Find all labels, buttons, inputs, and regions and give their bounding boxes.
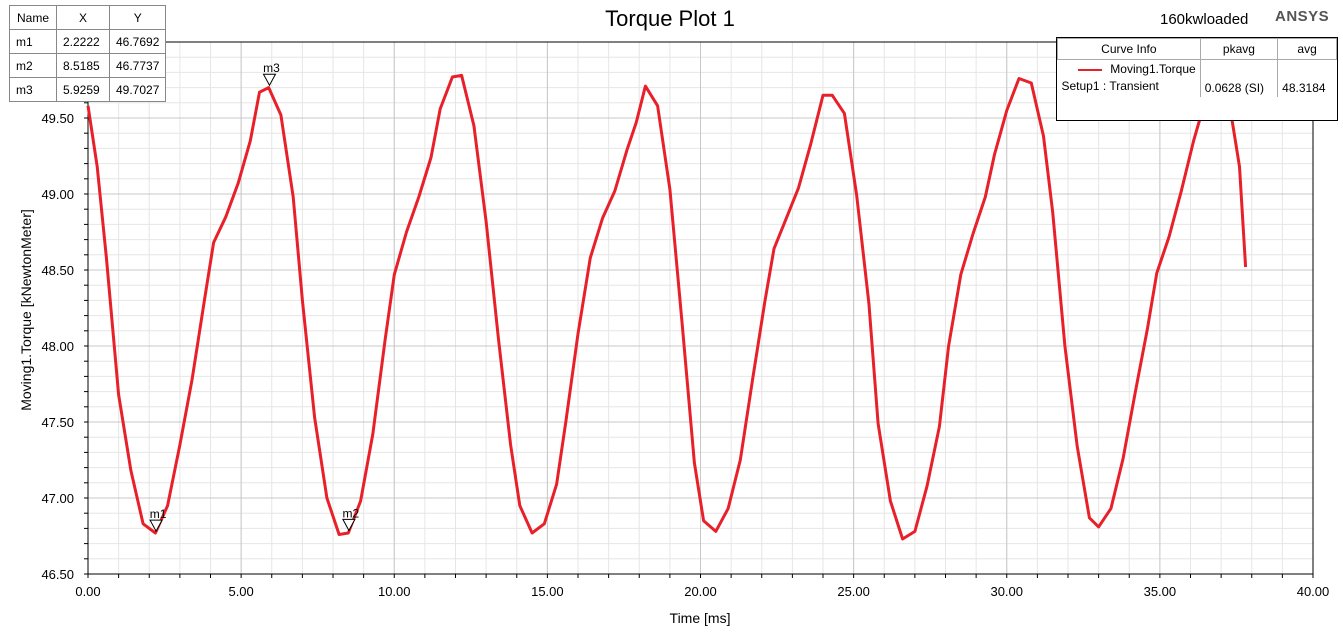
chart-title: Torque Plot 1: [605, 6, 735, 31]
x-tick-label: 0.00: [75, 584, 100, 599]
curve-info-legend[interactable]: Curve Info pkavg avg Moving1.Torque Setu…: [1056, 37, 1338, 121]
legend-line-swatch: [1078, 68, 1103, 71]
x-tick-label: 25.00: [837, 584, 870, 599]
legend-header: Curve Info pkavg avg: [1057, 38, 1337, 60]
x-tick-label: 10.00: [378, 584, 411, 599]
y-tick-label: 48.00: [41, 339, 74, 354]
table-row[interactable]: m2 8.5185 46.7737: [9, 53, 167, 78]
legend-curve-name: Moving1.Torque: [1110, 62, 1196, 76]
y-tick-label: 48.50: [41, 263, 74, 278]
legend-avg-value: 48.3184: [1277, 59, 1337, 97]
marker-x: 2.2222: [56, 29, 110, 54]
x-tick-label: 40.00: [1297, 584, 1330, 599]
marker-name: m1: [9, 29, 57, 54]
marker-m2-triangle: [342, 518, 356, 532]
legend-col-avg: avg: [1277, 38, 1337, 60]
legend-col-pkavg: pkavg: [1199, 38, 1279, 60]
y-tick-label: 49.00: [41, 187, 74, 202]
marker-m1-label: m1: [150, 507, 167, 521]
y-tick-label: 46.50: [41, 567, 74, 582]
y-tick-label: 47.00: [41, 491, 74, 506]
marker-table-header: Name X Y: [9, 5, 167, 30]
marker-y: 46.7692: [108, 29, 167, 54]
y-axis-label: Moving1.Torque [kNewtonMeter]: [18, 209, 34, 411]
marker-name: m2: [9, 53, 57, 78]
y-tick-label: 47.50: [41, 415, 74, 430]
x-tick-label: 20.00: [684, 584, 717, 599]
chart-markers: m1 m2 m3: [149, 61, 360, 533]
x-tick-label: 35.00: [1144, 584, 1177, 599]
legend-col-curve-info: Curve Info: [1057, 38, 1201, 60]
marker-x: 5.9259: [56, 77, 110, 102]
marker-m3-triangle: [262, 73, 277, 87]
table-row[interactable]: m1 2.2222 46.7692: [9, 29, 167, 54]
marker-name: m3: [9, 77, 57, 102]
marker-m2-label: m2: [343, 506, 360, 520]
x-axis-label: Time [ms]: [670, 610, 731, 626]
design-name: 160kwloaded: [1160, 11, 1249, 28]
marker-col-x: X: [56, 5, 110, 30]
marker-y: 49.7027: [108, 77, 167, 102]
ansys-logo: ANSYS: [1275, 8, 1330, 25]
marker-y: 46.7737: [108, 53, 167, 78]
marker-m3-label: m3: [263, 61, 280, 75]
x-tick-label: 15.00: [531, 584, 564, 599]
y-tick-label: 49.50: [41, 111, 74, 126]
marker-col-y: Y: [108, 5, 167, 30]
legend-setup-name: Setup1 : Transient: [1061, 79, 1159, 93]
marker-table[interactable]: Name X Y m1 2.2222 46.7692 m2 8.5185 46.…: [9, 5, 167, 102]
marker-x: 8.5185: [56, 53, 110, 78]
table-row[interactable]: m3 5.9259 49.7027: [9, 77, 167, 102]
y-axis-ticks: 46.50 47.00 47.50 48.00 48.50 49.00 49.50: [41, 41, 88, 582]
x-tick-label: 30.00: [990, 584, 1023, 599]
legend-entry[interactable]: Moving1.Torque Setup1 : Transient 0.0628…: [1058, 59, 1337, 97]
marker-m1-triangle: [149, 519, 163, 533]
torque-series-line: [86, 73, 1248, 541]
x-tick-label: 5.00: [228, 584, 253, 599]
x-axis-ticks: 0.00 5.00 10.00 15.00 20.00 25.00 30.00 35.00 40…: [75, 574, 1329, 599]
marker-col-name: Name: [9, 5, 57, 30]
legend-pkavg-value: 0.0628 (SI): [1199, 59, 1278, 97]
